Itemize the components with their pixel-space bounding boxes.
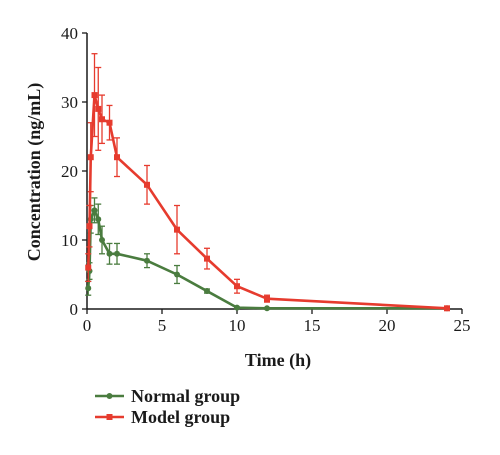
normal-group-legend-entry: Normal group xyxy=(95,386,240,406)
normal-group-point xyxy=(85,285,92,292)
model-group-point xyxy=(87,154,94,161)
model-group-point xyxy=(99,116,105,123)
model-group-point xyxy=(114,154,120,161)
model-group-point xyxy=(85,264,92,271)
normal-group-line xyxy=(86,209,447,310)
normal-group-point xyxy=(95,216,102,223)
x-tick-label: 5 xyxy=(158,316,167,335)
x-tick-label: 20 xyxy=(379,316,396,335)
y-tick-label: 10 xyxy=(61,231,78,250)
normal-group-point xyxy=(174,271,180,278)
normal-group-point xyxy=(99,237,105,243)
normal-group-point xyxy=(91,207,98,214)
model-group-point xyxy=(144,181,150,188)
y-tick-label: 30 xyxy=(61,93,78,112)
normal-group-legend-label: Normal group xyxy=(131,386,240,406)
model-group-point xyxy=(86,223,93,230)
x-tick-label: 25 xyxy=(454,316,471,335)
x-tick-label: 10 xyxy=(229,316,246,335)
model-group-line xyxy=(86,93,448,310)
model-group-series xyxy=(85,53,450,312)
model-group-point xyxy=(106,119,113,126)
axes xyxy=(86,33,462,310)
normal-group-point xyxy=(106,250,113,257)
y-tick-label: 40 xyxy=(61,24,78,43)
model-group-point xyxy=(174,226,180,233)
normal-group-point xyxy=(144,257,150,264)
y-axis-title: Concentration (ng/mL) xyxy=(24,83,45,262)
model-group-point xyxy=(95,105,102,112)
model-group-point xyxy=(204,255,210,262)
model-group-point xyxy=(444,305,450,312)
x-tick-label: 0 xyxy=(83,316,92,335)
y-tick-label: 20 xyxy=(61,162,78,181)
model-group-legend-label: Model group xyxy=(131,407,230,427)
ticks: 0 5 10 15 20 25 0 10 20 30 40 xyxy=(61,24,471,335)
y-tick-label: 0 xyxy=(70,300,79,319)
model-group-point xyxy=(91,92,98,99)
normal-group-point xyxy=(264,305,270,312)
normal-group-series xyxy=(85,197,450,312)
model-group-legend-marker xyxy=(106,414,113,420)
series-layer xyxy=(85,53,450,312)
normal-group-point xyxy=(114,250,120,257)
normal-group-legend-marker xyxy=(106,393,113,399)
model-group-point xyxy=(234,283,240,290)
x-axis-title: Time (h) xyxy=(245,350,311,371)
normal-group-point xyxy=(204,288,210,295)
normal-group-point xyxy=(234,304,240,311)
model-group-legend-entry: Model group xyxy=(95,407,230,427)
model-group-point xyxy=(264,295,270,302)
x-tick-label: 15 xyxy=(304,316,321,335)
